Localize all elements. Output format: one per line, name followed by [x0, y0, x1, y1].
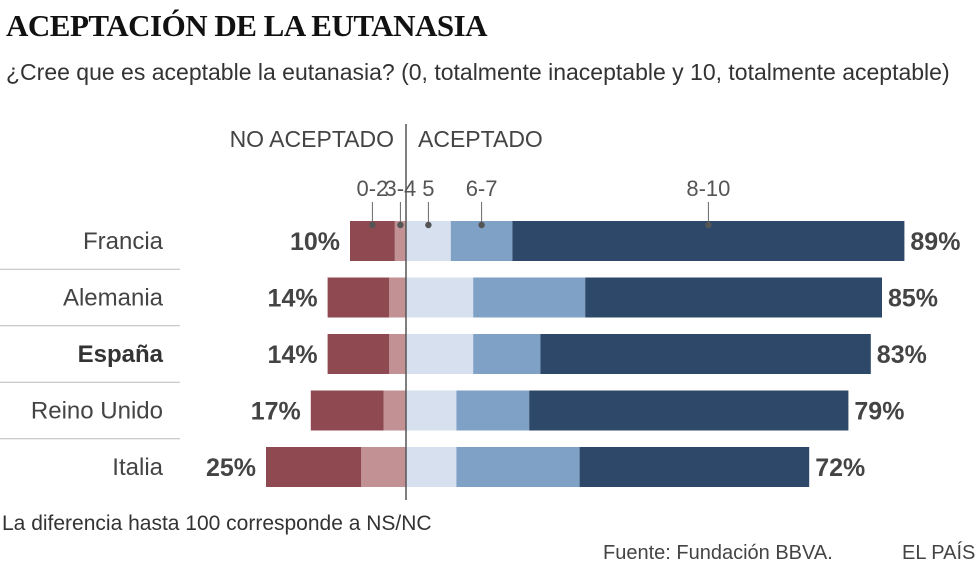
bar-italia-3-4: [361, 447, 406, 487]
publisher-brand: EL PAÍS: [902, 542, 976, 564]
legend-dot-3-4: [397, 221, 404, 229]
group-label-no-aceptado: NO ACEPTADO: [230, 126, 394, 152]
category-label-reino-unido: Reino Unido: [31, 398, 163, 425]
category-label-espana: España: [78, 341, 164, 368]
legend-label-3-4: 3-4: [385, 176, 417, 201]
legend-label-5: 5: [422, 176, 434, 201]
category-label-francia: Francia: [83, 228, 164, 255]
bar-francia-3-4: [394, 221, 406, 261]
bar-alemania-0-2: [327, 277, 390, 318]
legend-label-0-2: 0-2: [357, 176, 389, 201]
bar-reino-unido-3-4: [383, 390, 406, 431]
legend-dot-8-10: [705, 221, 712, 229]
bar-espana-6-7: [473, 334, 541, 374]
bar-italia-0-2: [266, 447, 362, 487]
bar-espana-3-4: [389, 334, 406, 374]
bar-espana-8-10: [540, 334, 871, 374]
bar-italia-8-10: [579, 447, 810, 487]
bar-espana-5: [406, 334, 474, 374]
chart-subtitle: ¿Cree que es aceptable la eutanasia? (0,…: [6, 59, 950, 85]
legend-label-8-10: 8-10: [686, 176, 730, 201]
legend-dot-0-2: [369, 221, 376, 229]
bar-espana-0-2: [327, 334, 390, 374]
category-label-italia: Italia: [112, 454, 163, 481]
bar-reino-unido-8-10: [529, 390, 849, 431]
footnote: La diferencia hasta 100 corresponde a NS…: [2, 512, 432, 535]
bar-alemania-3-4: [389, 277, 406, 318]
bar-italia-6-7: [456, 447, 580, 487]
legend-label-6-7: 6-7: [466, 176, 498, 201]
value-label-alemania-aceptado: 85%: [888, 285, 938, 313]
value-label-espana-aceptado: 83%: [877, 341, 927, 369]
chart-title: ACEPTACIÓN DE LA EUTANASIA: [6, 8, 488, 43]
value-label-francia-no-aceptado: 10%: [290, 228, 340, 256]
bar-reino-unido-0-2: [310, 390, 384, 431]
value-label-italia-no-aceptado: 25%: [206, 454, 256, 482]
bar-italia-5: [406, 447, 457, 487]
bar-alemania-5: [406, 277, 474, 318]
source-credit: Fuente: Fundación BBVA.: [603, 542, 833, 564]
value-label-italia-aceptado: 72%: [815, 454, 865, 482]
legend-dot-6-7: [478, 221, 485, 229]
value-label-alemania-no-aceptado: 14%: [268, 285, 318, 313]
value-label-reino-unido-no-aceptado: 17%: [251, 398, 301, 426]
value-label-francia-aceptado: 89%: [910, 228, 960, 256]
bar-alemania-6-7: [473, 277, 586, 318]
value-label-espana-no-aceptado: 14%: [268, 341, 318, 369]
group-label-aceptado: ACEPTADO: [418, 126, 543, 152]
bar-reino-unido-6-7: [456, 390, 530, 431]
legend-dot-5: [425, 221, 432, 229]
bar-reino-unido-5: [406, 390, 457, 431]
value-label-reino-unido-aceptado: 79%: [854, 398, 904, 426]
category-label-alemania: Alemania: [63, 285, 164, 312]
bar-alemania-8-10: [585, 277, 882, 318]
